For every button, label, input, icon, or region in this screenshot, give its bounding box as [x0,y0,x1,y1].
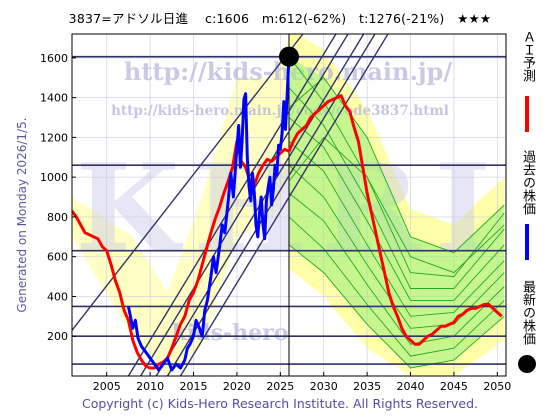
legend-latest-price: 最新の株価 [516,280,538,380]
latest-price-marker [279,46,299,67]
projection-line-4 [288,141,505,317]
projection-line-6 [288,192,505,345]
y-tick-label-1600: 1600 [40,52,68,65]
y-tick-label-400: 400 [47,290,68,303]
x-tick-label-2050: 2050 [483,380,511,393]
legend-past-price-swatch [525,224,529,260]
x-tick-label-2040: 2040 [397,380,425,393]
projection-line-8 [288,244,505,369]
ai-forecast-line [72,94,503,370]
legend-ai-forecast-swatch [525,96,529,132]
x-tick-label-2005: 2005 [93,380,121,393]
x-tick-label-2045: 2045 [440,380,468,393]
legend-latest-price-swatch [518,355,536,373]
projection-line-7 [288,216,505,357]
y-tick-label-600: 600 [47,251,68,264]
legend-past-price: 過去の株価 [516,150,538,260]
watermark-bottom: kids-hero [172,320,289,346]
channel-line-6 [179,34,389,376]
x-tick-label-2010: 2010 [136,380,164,393]
x-tick-label-2015: 2015 [180,380,208,393]
projection-line-3 [288,117,505,301]
legend-past-price-label: 過去の株価 [520,150,535,215]
projection-line-10 [288,136,505,274]
past-price-line [126,56,291,372]
x-tick-label-2030: 2030 [310,380,338,393]
watermark-url-small: http://kids-hero.main.jp/code/code3837.h… [111,103,449,119]
projection-line-1 [288,56,505,278]
x-tick-label-2020: 2020 [223,380,251,393]
legend-ai-forecast: ＡＩ予測 [516,30,538,150]
channel-line-3 [139,34,349,376]
y-tick-label-1000: 1000 [40,171,68,184]
x-tick-label-2025: 2025 [266,380,294,393]
y-tick-label-800: 800 [47,211,68,224]
y-tick-label-1400: 1400 [40,92,68,105]
legend-ai-forecast-label: ＡＩ予測 [520,30,535,82]
plot-frame [71,33,507,377]
y-tick-label-1200: 1200 [40,131,68,144]
projection-line-2 [288,87,505,289]
copyright-notice: Copyright (c) Kids-Hero Research Institu… [81,396,479,411]
x-tick-label-2035: 2035 [353,380,381,393]
legend-latest-price-label: 最新の株価 [520,280,535,345]
chart-title: 3837=アドソル日進 c:1606 m:612(-62%) t:1276(-2… [68,11,492,26]
channel-line-2 [127,34,337,376]
channel-line-1 [72,34,304,331]
y-tick-label-200: 200 [47,330,68,343]
